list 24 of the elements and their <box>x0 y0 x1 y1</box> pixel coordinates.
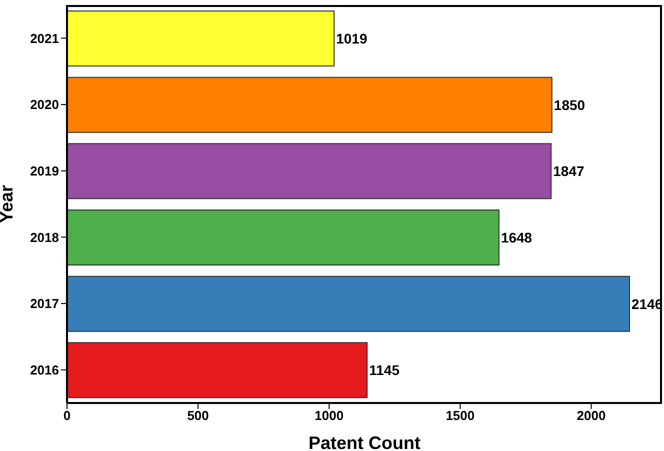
data-label: 1850 <box>554 96 586 113</box>
x-tick-label: 1000 <box>314 408 344 424</box>
x-tick-label: 500 <box>187 408 209 424</box>
bar <box>67 76 552 133</box>
y-tick-label: 2018 <box>30 230 59 245</box>
y-axis-title: Year <box>0 184 16 224</box>
bar <box>67 10 335 66</box>
data-label: 1648 <box>500 229 532 246</box>
data-label: 1847 <box>553 163 584 180</box>
y-tick-label: 2020 <box>30 97 59 112</box>
bar <box>67 143 552 200</box>
x-tick-label: 0 <box>63 408 71 424</box>
data-label: 1019 <box>336 30 368 46</box>
data-label: 1145 <box>369 362 400 378</box>
x-tick-label: 2000 <box>576 408 606 424</box>
x-tick-label: 1500 <box>446 408 475 424</box>
y-tick-label: 2017 <box>30 296 59 312</box>
y-tick-label: 2021 <box>30 30 59 46</box>
y-tick-label: 2016 <box>30 362 59 378</box>
bar <box>67 276 630 332</box>
bar <box>67 342 368 398</box>
bar <box>67 210 500 266</box>
x-axis-title: Patent Count <box>308 433 420 451</box>
y-tick-label: 2019 <box>30 163 59 178</box>
